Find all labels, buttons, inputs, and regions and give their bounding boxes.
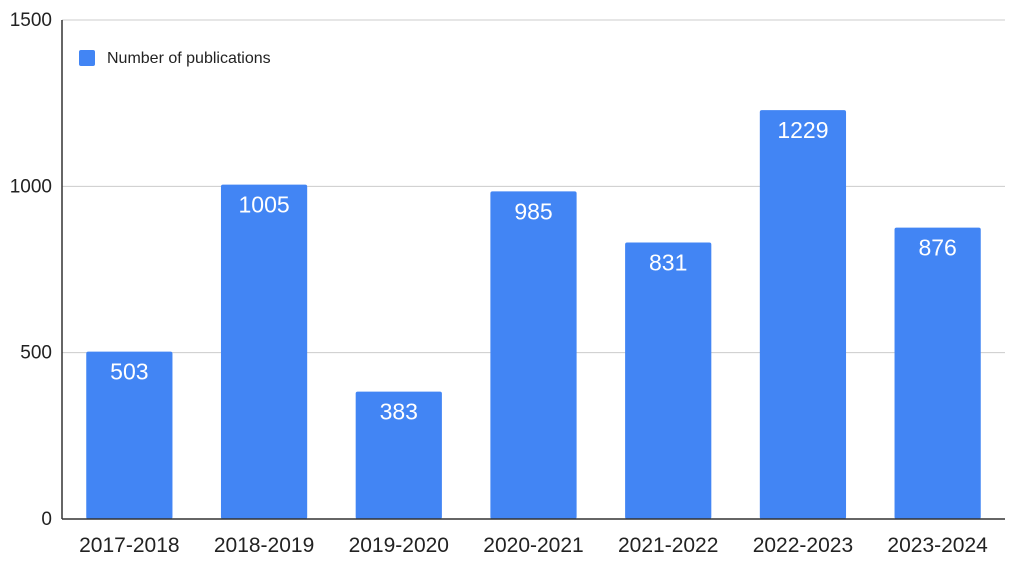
data-label: 876 [918,235,956,261]
bar [894,227,981,520]
data-label: 383 [380,399,418,425]
y-axis-ticks: 0 500 1000 1500 [10,10,52,530]
bars: 503 1005 383 985 831 1229 876 [86,110,981,520]
x-tick-label: 2018-2019 [214,534,314,557]
bar [355,391,442,519]
x-tick-label: 2019-2020 [349,534,449,557]
x-tick-label: 2020-2021 [483,534,583,557]
y-tick-label: 1500 [10,10,52,31]
bar [490,191,577,519]
data-label: 1005 [238,192,289,218]
x-axis-ticks: 2017-2018 2018-2019 2019-2020 2020-2021 2021… [79,534,988,557]
legend: Number of publications [79,50,271,67]
bar [759,110,847,520]
legend-label-number-of-publications: Number of publications [107,50,271,67]
bar [220,184,308,520]
x-tick-label: 2022-2023 [753,534,853,557]
data-label: 503 [110,359,148,385]
data-label: 1229 [777,117,828,143]
bar [625,242,712,519]
legend-swatch-number-of-publications [79,50,95,66]
x-tick-label: 2021-2022 [618,534,718,557]
y-tick-label: 1000 [10,176,52,197]
x-tick-label: 2023-2024 [887,534,988,557]
y-tick-label: 500 [20,343,52,364]
data-label: 831 [649,250,687,276]
x-tick-label: 2017-2018 [79,534,179,557]
data-label: 985 [514,198,552,224]
y-tick-label: 0 [41,509,52,530]
bar [86,351,173,519]
